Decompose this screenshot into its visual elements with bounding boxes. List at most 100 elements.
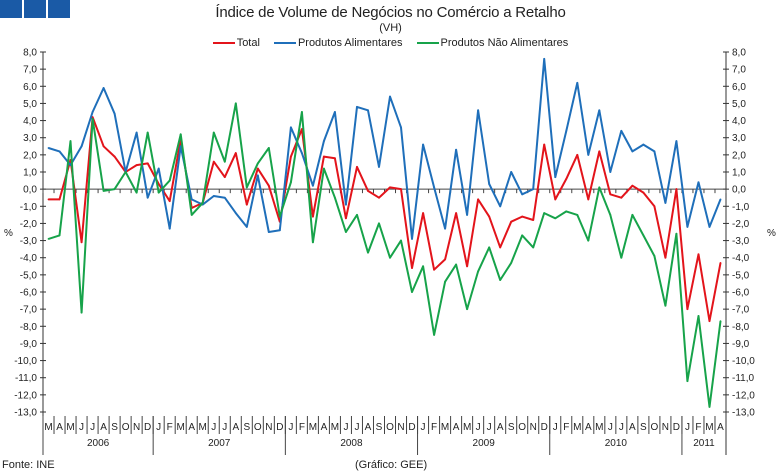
data-point <box>223 196 226 199</box>
data-point <box>311 241 314 244</box>
data-point <box>91 111 94 113</box>
legend: Total Produtos Alimentares Produtos Não … <box>0 37 781 49</box>
month-label: N <box>265 422 272 433</box>
data-point <box>532 246 535 249</box>
month-label: D <box>144 422 151 433</box>
data-point <box>47 237 50 240</box>
month-label: N <box>530 422 537 433</box>
month-label: S <box>508 422 515 433</box>
data-point <box>311 215 314 218</box>
y-tick-label-right: 8,0 <box>732 48 746 59</box>
data-point <box>168 179 171 182</box>
data-point <box>642 191 645 194</box>
data-point <box>378 196 380 199</box>
data-point <box>323 140 325 143</box>
data-point <box>289 126 292 129</box>
data-point <box>256 174 259 177</box>
y-tick-label-left: 1,0 <box>23 168 37 179</box>
month-label: A <box>497 422 504 433</box>
data-point <box>58 234 61 237</box>
data-point <box>444 227 446 230</box>
y-tick-label-left: 6,0 <box>23 82 37 93</box>
chart-subtitle: (VH) <box>379 22 402 34</box>
month-label: S <box>376 422 383 433</box>
legend-label: Produtos Alimentares <box>297 37 403 49</box>
y-tick-label-left: 4,0 <box>23 116 37 127</box>
month-label: S <box>243 422 250 433</box>
legend-swatch <box>416 42 439 44</box>
month-label: F <box>167 422 173 433</box>
data-point <box>157 191 160 194</box>
data-point <box>334 196 336 199</box>
data-point <box>444 258 446 261</box>
data-point <box>400 188 402 191</box>
y-axis-label-left: % <box>4 228 13 239</box>
month-label: M <box>595 422 603 433</box>
data-point <box>323 155 325 158</box>
y-tick-label-left: 2,0 <box>23 150 37 161</box>
data-point <box>488 183 491 185</box>
data-point <box>653 150 656 153</box>
data-point <box>609 193 612 196</box>
month-label: M <box>177 422 185 433</box>
data-point <box>256 162 259 165</box>
data-point <box>686 380 689 383</box>
data-point <box>455 148 458 151</box>
month-label: J <box>211 422 216 433</box>
data-point <box>598 186 601 189</box>
data-point <box>433 268 435 271</box>
data-point <box>488 215 491 218</box>
data-point <box>124 171 127 173</box>
logo-square <box>48 0 70 18</box>
month-label: A <box>717 422 724 433</box>
data-point <box>521 215 524 218</box>
data-point <box>675 140 678 143</box>
y-tick-label-left: -8,0 <box>20 322 38 333</box>
data-point <box>345 231 347 233</box>
y-tick-label-right: -7,0 <box>732 305 750 316</box>
data-point <box>146 196 149 199</box>
data-point <box>389 256 391 259</box>
legend-label: Total <box>236 37 260 49</box>
y-tick-label-left: -4,0 <box>20 253 38 264</box>
data-point <box>345 203 347 206</box>
data-point <box>499 279 502 281</box>
legend-label: Produtos Não Alimentares <box>440 37 569 49</box>
y-tick-label-right: -9,0 <box>732 339 750 350</box>
month-label: O <box>518 422 526 433</box>
data-point <box>400 239 402 242</box>
y-tick-label-right: -2,0 <box>732 219 750 230</box>
y-tick-label-left: 5,0 <box>23 99 37 110</box>
y-tick-label-right: -5,0 <box>732 270 750 281</box>
year-label: 2006 <box>87 438 110 449</box>
data-point <box>466 265 469 268</box>
data-point <box>356 105 358 108</box>
legend-swatch <box>212 42 235 44</box>
y-tick-label-left: 0,0 <box>23 185 37 196</box>
data-point <box>521 234 524 237</box>
data-point <box>278 215 281 218</box>
month-label: N <box>397 422 404 433</box>
month-label: J <box>619 422 624 433</box>
series-line-nao-alimentares <box>48 102 722 408</box>
data-point <box>80 241 83 244</box>
data-point <box>510 220 513 223</box>
data-point <box>422 143 424 146</box>
month-label: J <box>343 422 348 433</box>
data-point <box>697 315 700 317</box>
y-tick-label-right: 4,0 <box>732 116 746 127</box>
data-point <box>201 201 204 204</box>
data-point <box>466 213 469 216</box>
data-point <box>212 195 215 197</box>
data-point <box>168 200 171 203</box>
month-label: S <box>111 422 118 433</box>
data-point <box>289 181 292 184</box>
month-label: M <box>331 422 339 433</box>
data-point <box>179 133 182 136</box>
data-point <box>664 201 667 204</box>
data-point <box>58 150 61 153</box>
data-point <box>444 280 446 283</box>
data-point <box>697 181 700 184</box>
month-label: J <box>79 422 84 433</box>
data-point <box>323 167 325 170</box>
